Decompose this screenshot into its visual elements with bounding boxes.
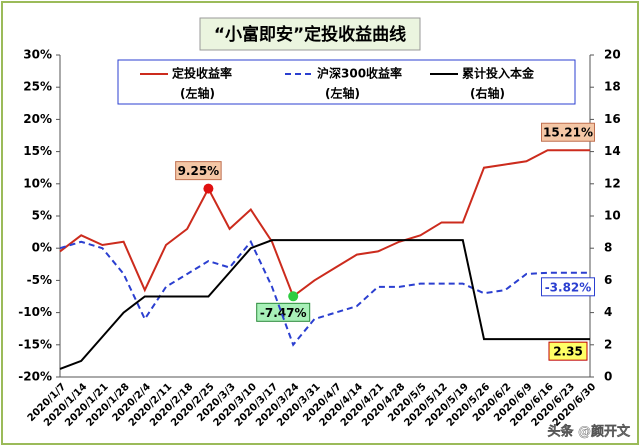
data-label: 9.25% xyxy=(178,164,220,178)
y2-tick-label: 8 xyxy=(604,241,612,255)
legend-label: 定投收益率 xyxy=(172,66,232,81)
legend-label: 累计投入本金 xyxy=(462,66,535,81)
legend-box xyxy=(117,59,576,105)
point-marker xyxy=(203,183,214,194)
y-tick-label: 0% xyxy=(32,241,52,255)
y-tick-label: 15% xyxy=(23,144,52,158)
data-label-box xyxy=(548,341,588,361)
y2-tick-label: 2 xyxy=(604,337,612,351)
y-tick-label: 25% xyxy=(23,80,52,94)
point-marker xyxy=(288,291,299,302)
y-tick-label: -15% xyxy=(18,337,52,351)
data-label-box xyxy=(541,122,595,142)
y2-tick-label: 18 xyxy=(604,80,621,94)
data-label: -3.82% xyxy=(545,280,592,294)
y2-tick-label: 4 xyxy=(604,305,612,319)
series-line xyxy=(59,239,590,370)
y2-tick-label: 16 xyxy=(604,112,621,126)
data-label-box xyxy=(256,302,311,322)
legend-label: 沪深300收益率 xyxy=(317,66,402,81)
data-label-box xyxy=(541,277,595,297)
data-label: 15.21% xyxy=(543,126,593,140)
title-box xyxy=(199,17,421,51)
y-tick-label: 5% xyxy=(32,209,52,223)
y-tick-label: 30% xyxy=(23,48,52,62)
y2-tick-label: 10 xyxy=(604,209,621,223)
legend-note: (左轴) xyxy=(325,86,360,101)
legend-note: (右轴) xyxy=(470,86,505,101)
data-label: -7.47% xyxy=(260,306,307,320)
series-line xyxy=(59,149,590,298)
y2-tick-label: 0 xyxy=(604,370,612,384)
series-line xyxy=(59,239,590,347)
y-tick-label: -10% xyxy=(18,305,52,319)
y2-tick-label: 6 xyxy=(604,273,612,287)
y2-tick-label: 14 xyxy=(604,144,621,158)
legend-note: (左轴) xyxy=(180,86,215,101)
chart-title: “小富即安”定投收益曲线 xyxy=(214,24,406,45)
y-tick-label: -20% xyxy=(18,370,52,384)
y-tick-label: -5% xyxy=(27,273,52,287)
y2-tick-label: 12 xyxy=(604,176,621,190)
data-label: 2.35 xyxy=(553,345,583,359)
watermark: 头条 @颜开文 xyxy=(547,424,631,440)
y-tick-label: 10% xyxy=(23,176,52,190)
data-label-box xyxy=(175,161,222,181)
y2-tick-label: 20 xyxy=(604,48,621,62)
y-tick-label: 20% xyxy=(23,112,52,126)
